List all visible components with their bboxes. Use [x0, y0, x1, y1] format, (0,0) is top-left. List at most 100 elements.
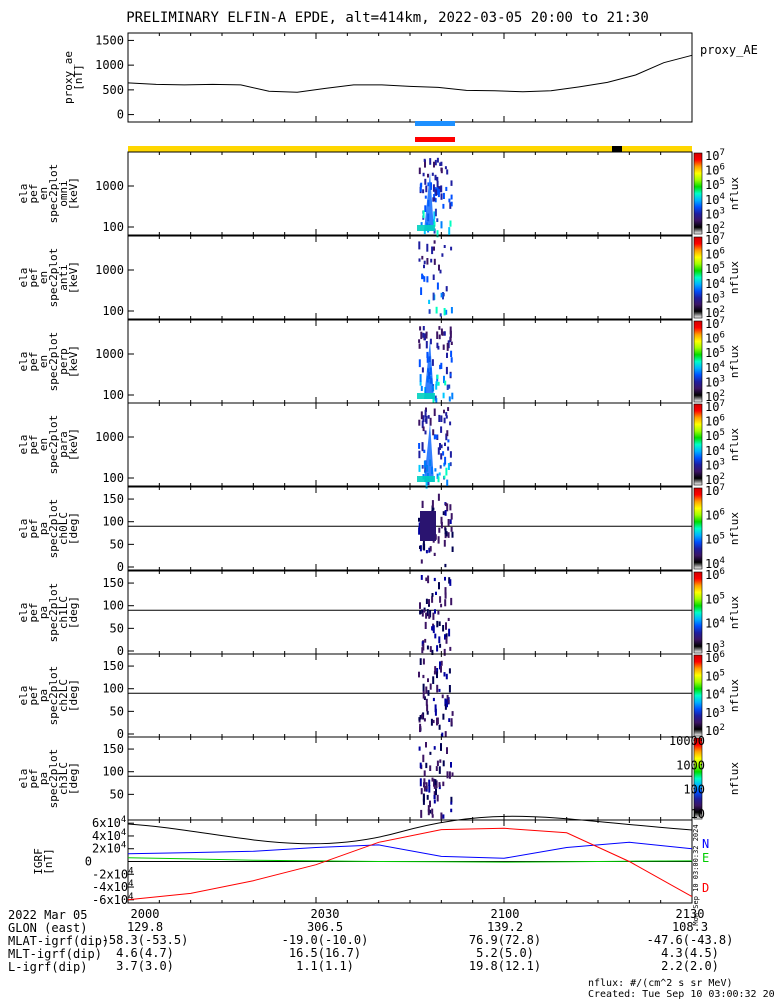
spectrogram-pixel [442, 392, 445, 399]
ch0LC-colorbar [693, 487, 703, 570]
spectrogram-pixel [425, 335, 428, 339]
spectrogram-pixel [450, 762, 452, 768]
ch0LC-ylabel-line: pef [27, 519, 40, 539]
perp-zlabel-tick: 107 [705, 316, 725, 331]
spectrogram-pixel [438, 724, 441, 730]
spectrogram-pixel [442, 203, 445, 209]
spectrogram-pixel [422, 690, 425, 699]
spectrogram-pixel [433, 228, 436, 234]
footer-value: 16.5(16.7) [289, 946, 361, 960]
spectrogram-pixel [423, 778, 426, 785]
footer-value: 2.2(2.0) [661, 959, 719, 973]
spectrogram-pixel [437, 476, 440, 483]
omni-colorbar [693, 152, 703, 235]
footer-value: -58.3(-53.5) [102, 933, 189, 947]
spectrogram-pixel [433, 246, 435, 251]
perp-zlabel: nflux [728, 345, 741, 378]
spectrogram-pixel [422, 538, 425, 545]
spectrogram-pixel [443, 417, 446, 424]
spectrogram-pixel [442, 625, 445, 632]
spectrogram-pixel [423, 260, 426, 265]
spectrogram-pixel [425, 577, 428, 582]
footer-value: 139.2 [487, 920, 523, 934]
proxy-ae-ylabel-line: proxy_ae [62, 51, 75, 104]
spectrogram-pixel [444, 634, 446, 640]
spectrogram-pixel [448, 668, 451, 674]
para-zlabel-tick: 103 [705, 457, 725, 472]
spectrogram-pixel [449, 462, 452, 467]
spectrogram-pixel [427, 809, 430, 816]
spectrogram-pixel [429, 751, 432, 755]
para-flux-core [424, 423, 434, 482]
spectrogram-pixel [446, 747, 448, 754]
spectrogram-pixel [450, 597, 453, 606]
spectrogram-pixel [422, 332, 425, 338]
perp-ylabel-line: spec2plot [47, 332, 60, 392]
spectrogram-pixel [424, 430, 427, 435]
spectrogram-pixel [445, 186, 448, 191]
spectrogram-pixel [439, 643, 442, 648]
spectrogram-pixel [433, 197, 436, 201]
footer-row-glon: GLON (east) [8, 921, 88, 935]
ch2LC-panel-frame [127, 653, 693, 738]
spectrogram-pixel [447, 446, 450, 451]
spectrogram-pixel [424, 205, 427, 212]
omni-spectrogram-data [418, 157, 453, 238]
anti-panel-frame [127, 235, 693, 320]
anti-ytick-label: 100 [102, 304, 124, 318]
spectrogram-pixel [418, 339, 421, 343]
spectrogram-pixel [420, 385, 423, 391]
para-zlabel-tick: 104 [705, 443, 725, 458]
spectrogram-pixel [418, 343, 421, 349]
blue-status-bar [415, 121, 455, 126]
spectrogram-pixel [440, 521, 443, 529]
spectrogram-pixel [444, 510, 447, 516]
spectrogram-pixel [432, 274, 435, 280]
ch2LC-ylabel-line: spec2plot [47, 666, 60, 726]
ch1LC-zlabel-tick: 104 [705, 616, 725, 631]
para-panel-frame [127, 402, 693, 487]
spectrogram-pixel [419, 658, 422, 665]
spectrogram-pixel [428, 779, 431, 786]
spectrogram-pixel [437, 381, 440, 386]
spectrogram-pixel [443, 648, 446, 656]
spectrogram-pixel [424, 409, 427, 418]
spectrogram-pixel [432, 719, 435, 724]
spectrogram-pixel [451, 392, 454, 400]
spectrogram-pixel [444, 380, 447, 386]
spectrogram-pixel [444, 698, 447, 707]
red-status-bar [415, 137, 455, 142]
spectrogram-pixel [446, 771, 449, 779]
perp-flux-core [424, 340, 434, 399]
ch1LC-spectrogram-data [419, 575, 453, 656]
footer-value: 3.7(3.0) [116, 959, 174, 973]
spectrogram-pixel [435, 189, 438, 196]
ch1LC-zlabel-tick: 103 [705, 640, 725, 655]
perp-ylabel-line: perp [57, 348, 70, 375]
spectrogram-pixel [437, 189, 440, 198]
spectrogram-pixel [450, 341, 453, 345]
ch0LC-zlabel-tick: 104 [705, 556, 725, 571]
anti-zlabel-tick: 107 [705, 232, 725, 247]
spectrogram-pixel [430, 718, 433, 726]
spectrogram-pixel [448, 396, 451, 402]
spectrogram-pixel [446, 479, 449, 486]
spectrogram-pixel [451, 531, 454, 538]
spectrogram-pixel [445, 415, 448, 419]
footer-value: -19.0(-10.0) [282, 933, 369, 947]
spectrogram-pixel [435, 766, 438, 771]
spectrogram-pixel [426, 276, 429, 283]
spectrogram-pixel [440, 665, 442, 673]
spectrogram-pixel [440, 221, 443, 229]
footer-row-mlat: MLAT-igrf(dip) [8, 934, 110, 948]
spectrogram-pixel [433, 221, 436, 227]
igrf-legend-D: D [702, 881, 709, 895]
ch0LC-ytick-label: 0 [117, 560, 124, 574]
spectrogram-pixel [426, 357, 429, 363]
spectrogram-pixel [423, 460, 426, 468]
spectrogram-pixel [439, 162, 442, 166]
spectrogram-pixel [418, 717, 421, 721]
igrf-ytick-label: -2x104 [92, 866, 134, 881]
